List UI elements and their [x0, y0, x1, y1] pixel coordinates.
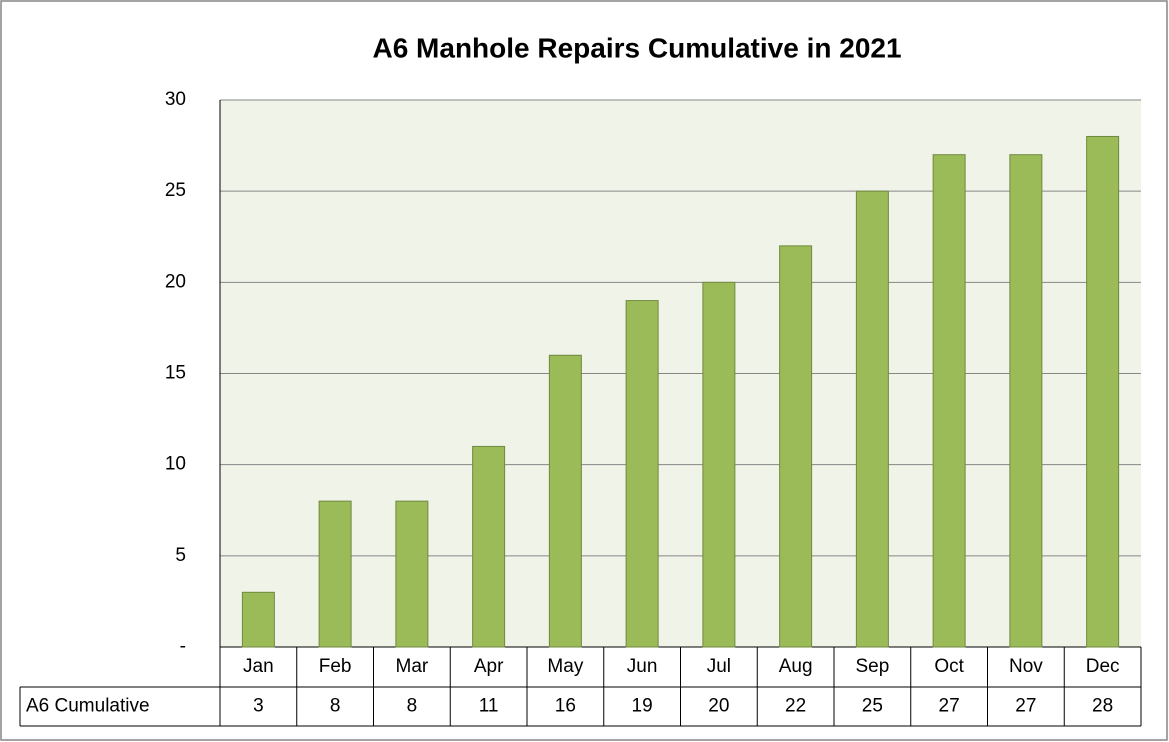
chart-title: A6 Manhole Repairs Cumulative in 2021	[372, 32, 901, 63]
x-tick-label: Feb	[319, 656, 352, 677]
table-value: 8	[330, 696, 341, 717]
y-tick-label: -	[180, 636, 186, 657]
x-tick-label: Aug	[779, 656, 813, 677]
bar	[395, 500, 429, 648]
bar	[472, 445, 506, 648]
x-tick-label: May	[547, 656, 583, 677]
bar	[548, 354, 582, 648]
table-value: 16	[555, 696, 576, 717]
bar	[241, 591, 275, 648]
table-value: 27	[1015, 696, 1036, 717]
y-tick-label: 30	[165, 89, 186, 110]
table-value: 20	[708, 696, 729, 717]
y-tick-label: 20	[165, 271, 186, 292]
bar	[1009, 154, 1043, 648]
table-value: 8	[407, 696, 418, 717]
x-tick-label: Oct	[934, 656, 964, 677]
x-tick-label: Sep	[855, 656, 889, 677]
bar	[1086, 135, 1120, 648]
table-value: 3	[253, 696, 264, 717]
x-tick-label: Jun	[627, 656, 658, 677]
x-tick-label: Dec	[1086, 656, 1120, 677]
table-value: 25	[862, 696, 883, 717]
x-tick-label: Jul	[707, 656, 731, 677]
legend-label: A6 Cumulative	[26, 696, 150, 717]
bar	[702, 281, 736, 648]
y-tick-label: 5	[175, 545, 186, 566]
y-tick-label: 15	[165, 363, 186, 384]
x-tick-label: Apr	[474, 656, 504, 677]
table-value: 28	[1092, 696, 1113, 717]
table-value: 19	[632, 696, 653, 717]
bar	[855, 190, 889, 648]
y-tick-label: 25	[165, 180, 186, 201]
x-tick-label: Jan	[243, 656, 274, 677]
table-value: 11	[479, 696, 499, 717]
x-tick-label: Nov	[1009, 656, 1043, 677]
bar	[932, 154, 966, 648]
x-tick-label: Mar	[396, 656, 429, 677]
bar	[625, 300, 659, 648]
bar	[779, 245, 813, 648]
y-tick-label: 10	[165, 454, 186, 475]
table-value: 27	[939, 696, 960, 717]
table-value: 22	[785, 696, 806, 717]
bar	[318, 500, 352, 648]
